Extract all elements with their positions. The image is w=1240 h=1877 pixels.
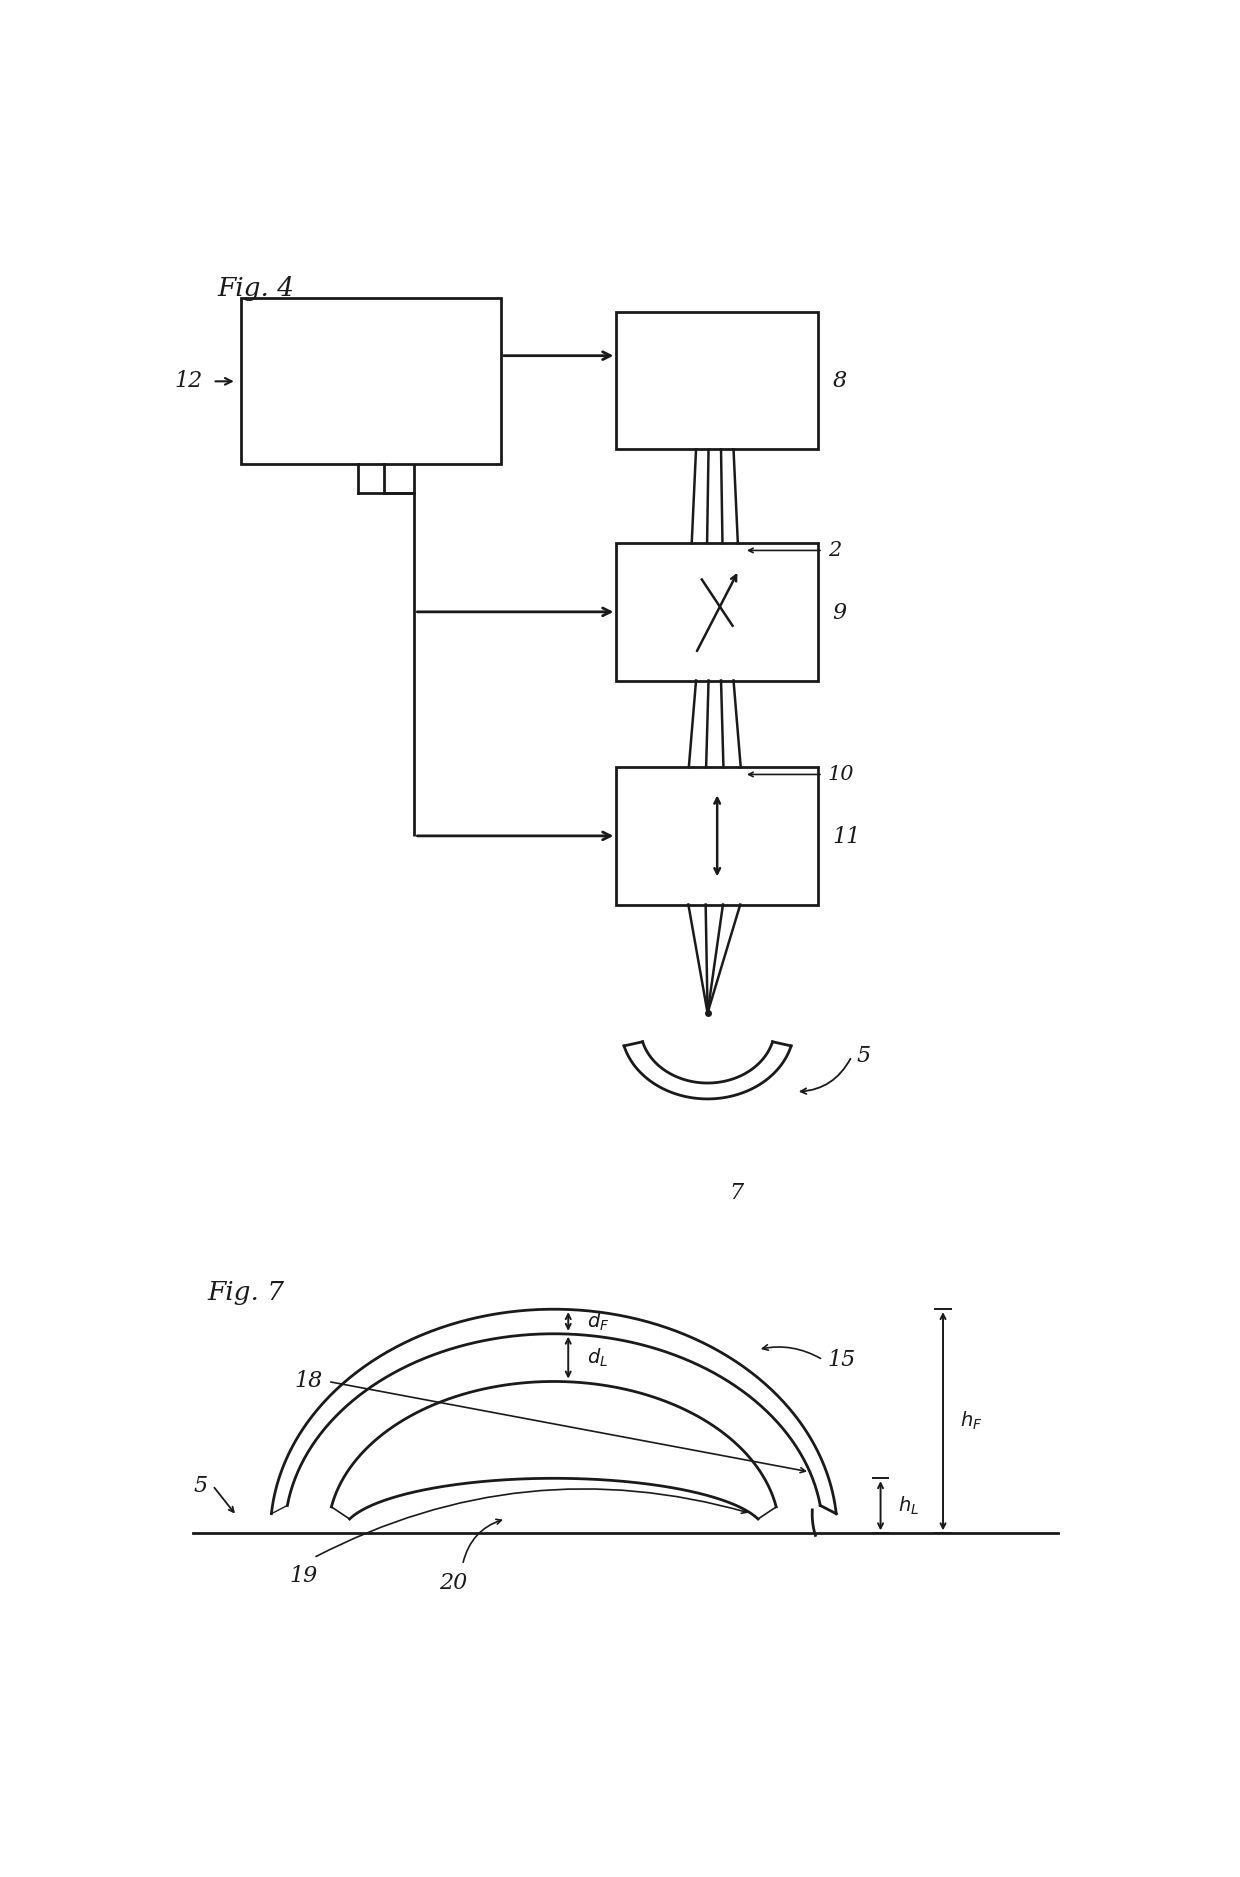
Bar (616, 768, 818, 905)
Text: 5: 5 (193, 1475, 208, 1496)
Text: 5: 5 (857, 1045, 870, 1068)
Text: 10: 10 (828, 766, 854, 785)
Text: Fig. 7: Fig. 7 (208, 1280, 285, 1305)
Text: $h_L$: $h_L$ (898, 1494, 919, 1517)
Text: $d_F$: $d_F$ (588, 1310, 610, 1333)
Text: 12: 12 (175, 370, 203, 392)
Text: 2: 2 (828, 541, 841, 559)
Bar (616, 312, 818, 449)
Text: 7: 7 (729, 1183, 744, 1203)
Text: 8: 8 (832, 370, 847, 392)
Text: 9: 9 (832, 601, 847, 623)
Bar (242, 298, 501, 464)
Text: $h_F$: $h_F$ (960, 1410, 982, 1432)
Text: 20: 20 (439, 1573, 467, 1594)
Text: 18: 18 (295, 1370, 324, 1393)
Bar (616, 542, 818, 681)
Text: 15: 15 (828, 1350, 856, 1370)
Text: $d_L$: $d_L$ (588, 1346, 609, 1368)
Text: 19: 19 (290, 1565, 319, 1588)
Text: 11: 11 (832, 826, 861, 848)
Text: Fig. 4: Fig. 4 (217, 276, 294, 300)
